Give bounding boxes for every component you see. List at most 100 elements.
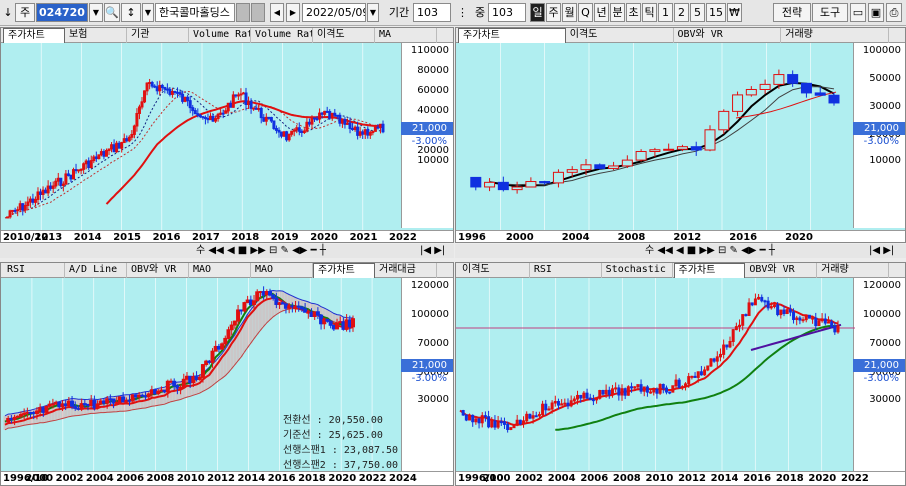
period-input[interactable]: 103 <box>413 3 451 22</box>
date-input[interactable]: 2022/05/09 <box>302 3 366 22</box>
chart-tab[interactable]: 주가차트 <box>673 263 746 278</box>
chart-panel-yearly[interactable]: 주가차트 이격도 OBV와 VR 거래량 100000 50000 30000 20000 1… <box>455 27 906 243</box>
change-percent: -3.00% <box>863 373 899 385</box>
scroll-controls-left: 수 ◀◀ ◀ ■ ▶▶ ⊟ ✎ ◀▶ ━ ┼ |◀ ▶| <box>0 244 454 258</box>
price-plot[interactable] <box>1 43 403 230</box>
info-icon[interactable] <box>236 3 250 22</box>
period-button[interactable]: 일 <box>530 3 545 22</box>
middle-input[interactable]: 103 <box>488 3 526 22</box>
chart-tab[interactable]: 이격도 <box>458 263 530 278</box>
stock-code-input[interactable]: 024720 <box>36 3 88 22</box>
chart-tab[interactable]: 이격도 <box>313 28 375 43</box>
candle <box>282 131 286 137</box>
first-page-icon[interactable]: |◀ ▶| <box>869 245 895 256</box>
period-button[interactable]: 년 <box>594 3 609 22</box>
candle <box>471 414 475 423</box>
candle <box>497 181 509 191</box>
price-plot[interactable] <box>456 43 855 230</box>
price-plot[interactable] <box>456 278 855 471</box>
ichimoku-value: : 25,625.00 <box>310 430 383 441</box>
candle <box>760 296 764 302</box>
strategy-button[interactable]: 전략 <box>773 3 811 22</box>
market-selector[interactable]: 주 <box>15 3 35 22</box>
x-tick-label: 2016 <box>152 232 181 243</box>
chart-panel-ichimoku[interactable]: RSI A/D Line OBV와 VR MAO MAO 주가차트 거래대금 120000 1… <box>0 262 454 486</box>
link-icon[interactable] <box>251 3 265 22</box>
candle <box>31 411 36 415</box>
candle <box>191 107 195 112</box>
x-tick-label: 2012 <box>207 473 235 484</box>
candle <box>348 122 352 129</box>
candle <box>310 117 314 125</box>
candle <box>598 389 602 399</box>
chart-tab[interactable]: OBV와 VR <box>674 28 782 43</box>
chart-tab[interactable]: A/D Line <box>65 263 127 278</box>
period-button[interactable]: Q <box>578 3 593 22</box>
chart-tab[interactable]: 거래량 <box>817 263 889 278</box>
base-line <box>4 296 354 426</box>
down-arrow-icon[interactable]: ↓ <box>3 6 13 19</box>
scroll-controls-icons[interactable]: 수 ◀◀ ◀ ■ ▶▶ ⊟ ✎ ◀▶ ━ ┼ <box>196 245 326 256</box>
calendar-dropdown-icon[interactable]: ▼ <box>367 3 379 22</box>
candle <box>111 398 116 404</box>
next-date-icon[interactable]: ▶ <box>286 3 300 22</box>
tools-button[interactable]: 도구 <box>812 3 848 22</box>
candle <box>107 148 111 152</box>
prev-date-icon[interactable]: ◀ <box>270 3 284 22</box>
scroll-controls-icons[interactable]: 수 ◀◀ ◀ ■ ▶▶ ⊟ ✎ ◀▶ ━ ┼ <box>645 245 775 256</box>
save-icon[interactable]: ▣ <box>868 3 884 22</box>
search-icon[interactable]: 🔍 <box>104 3 120 22</box>
chart-tab[interactable]: 보험 <box>65 28 127 43</box>
chart-tab[interactable]: Volume Ratio <box>251 28 313 43</box>
chart-tab[interactable]: MAO <box>251 263 313 278</box>
candle <box>234 94 238 97</box>
period-button[interactable]: 틱 <box>642 3 657 22</box>
candle <box>148 81 152 84</box>
period-button[interactable]: ₩ <box>727 3 742 22</box>
candle <box>299 306 304 310</box>
candle <box>782 309 786 315</box>
x-tick-label: 2008 <box>612 473 641 484</box>
folder-icon[interactable]: ▭ <box>850 3 866 22</box>
candle <box>614 387 618 390</box>
candle <box>684 383 688 388</box>
sort-dropdown-icon[interactable]: ▼ <box>142 3 154 22</box>
period-button[interactable]: 초 <box>626 3 641 22</box>
chart-tab[interactable]: 거래대금 <box>375 263 437 278</box>
grid-icon[interactable]: ⋮⋮ <box>457 6 471 19</box>
period-button[interactable]: 2 <box>674 3 689 22</box>
price-plot[interactable] <box>1 278 403 471</box>
candle <box>335 322 340 330</box>
chart-tab[interactable]: 거래량 <box>781 28 889 43</box>
chart-tab[interactable]: 이격도 <box>566 28 674 43</box>
print-icon[interactable]: ⎙ <box>886 3 902 22</box>
period-button[interactable]: 5 <box>690 3 705 22</box>
period-button[interactable]: 15 <box>706 3 726 22</box>
first-page-icon[interactable]: |◀ ▶| <box>420 245 446 256</box>
chart-tab[interactable]: RSI <box>530 263 602 278</box>
period-button[interactable]: 분 <box>610 3 625 22</box>
sort-icon[interactable]: ↕ <box>121 3 141 22</box>
candle <box>198 114 202 118</box>
chart-tab[interactable]: 기관 <box>127 28 189 43</box>
candle <box>594 164 606 169</box>
chart-tab[interactable]: MAO <box>189 263 251 278</box>
candle <box>127 136 131 142</box>
chart-tab[interactable]: OBV와 VR <box>127 263 189 278</box>
period-button[interactable]: 1 <box>658 3 673 22</box>
chart-tab[interactable]: 주가차트 <box>313 263 375 278</box>
chart-tab[interactable]: RSI <box>3 263 65 278</box>
chart-tab[interactable]: 주가차트 <box>458 28 566 43</box>
candle <box>753 298 757 306</box>
chart-tab[interactable]: Volume Ratio <box>189 28 251 43</box>
code-dropdown-icon[interactable]: ▼ <box>89 3 103 22</box>
candle <box>244 92 248 105</box>
chart-tab[interactable]: Stochastic Slow <box>602 263 674 278</box>
chart-tab[interactable]: 주가차트 <box>3 28 65 43</box>
period-button[interactable]: 주 <box>546 3 561 22</box>
chart-tab[interactable]: MA <box>375 28 437 43</box>
period-button[interactable]: 월 <box>562 3 577 22</box>
chart-tab[interactable]: OBV와 VR <box>745 263 818 278</box>
